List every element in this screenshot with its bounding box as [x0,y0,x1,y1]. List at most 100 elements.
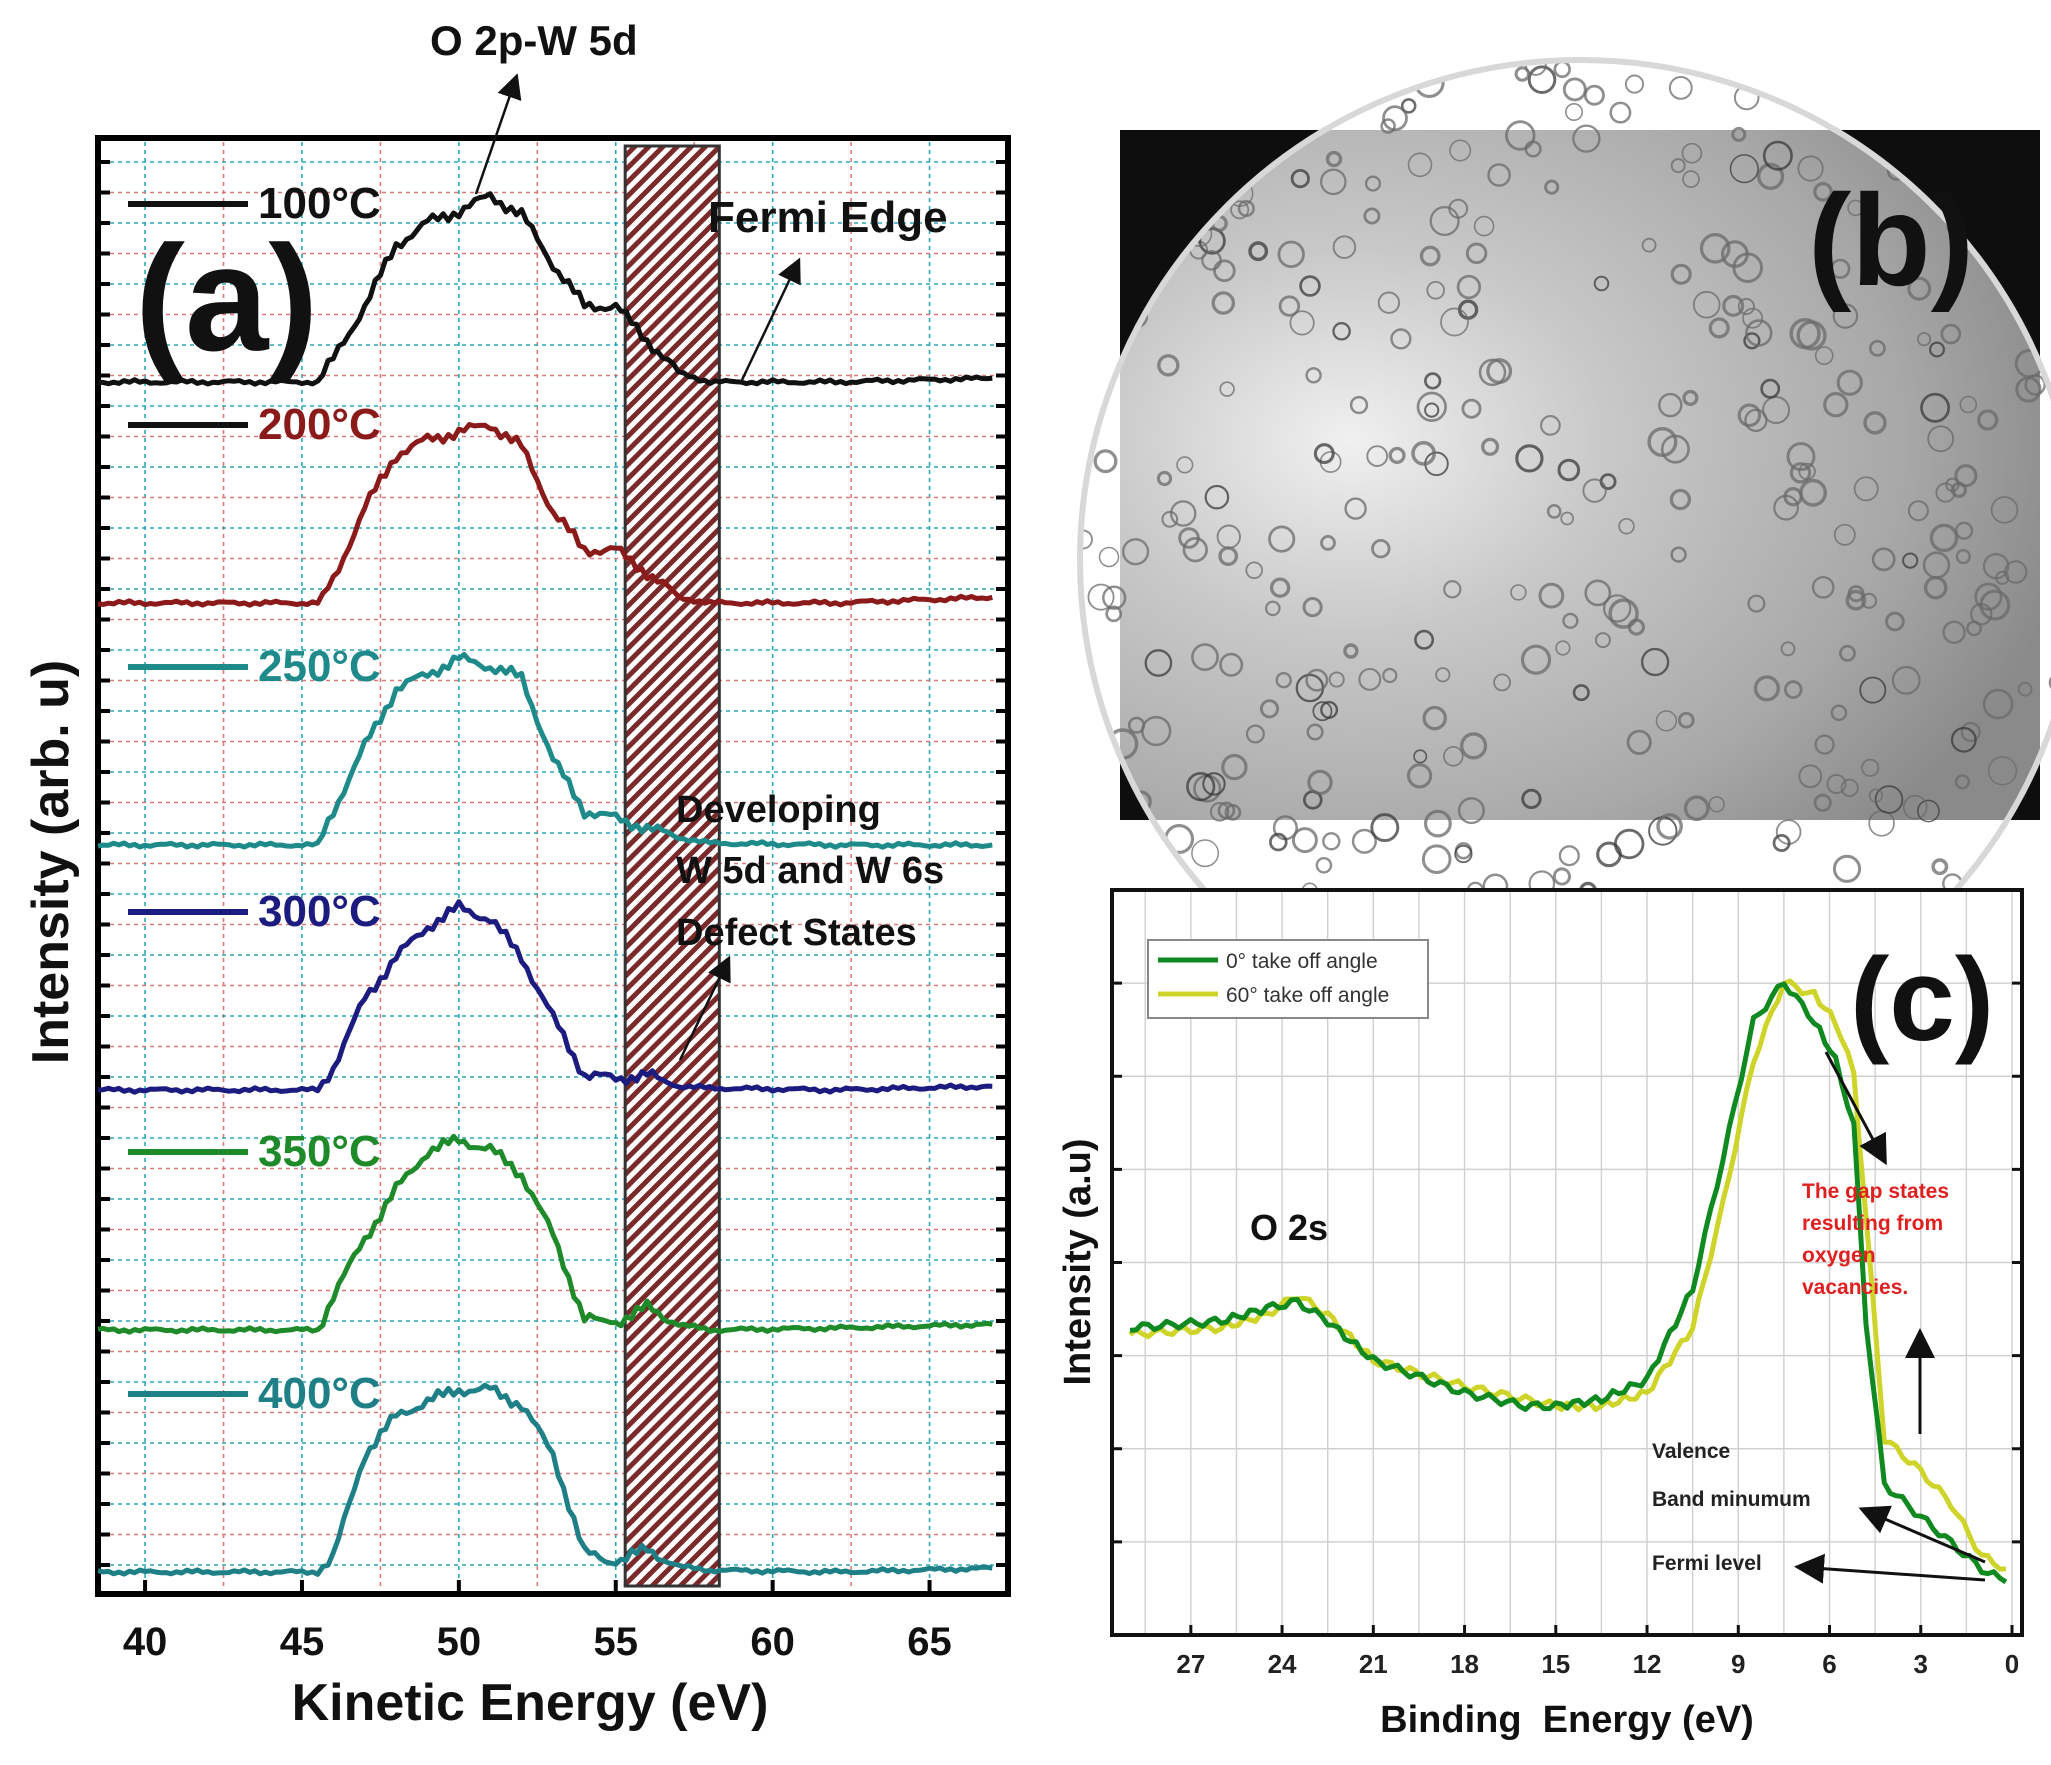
x-tick-label-9: 9 [1731,1649,1745,1679]
grain [1320,535,1336,551]
grain [1465,242,1488,265]
grain [1411,441,1436,466]
grain [2035,60,2051,79]
grain [1669,488,1692,511]
annotation-fermi: Fermi Edge [708,193,948,242]
grain [1454,844,1473,864]
grain [1799,478,1828,507]
grain [1868,788,1884,803]
grain [1190,61,1218,89]
panel-b: (b) [1077,57,2051,1063]
grain [1407,152,1433,178]
grain [2015,852,2037,873]
grain [1524,140,1542,158]
grain [1182,537,1208,563]
x-tick-label-18: 18 [1450,1649,1479,1679]
grain [1546,504,1562,519]
grain [1682,170,1700,188]
grain [1204,484,1230,510]
grain [1105,605,1123,623]
x-tick-label-12: 12 [1633,1649,1662,1679]
grain [1929,523,1959,553]
grain [1608,598,1639,629]
grain [1191,839,1220,868]
grain [1940,323,1962,345]
grain [1572,124,1601,153]
grain [1830,704,1848,722]
grain [1538,582,1565,609]
grain [1974,582,2003,611]
grain [1540,415,1561,436]
grain [1456,274,1482,300]
grain [1245,724,1265,744]
grain [1121,538,1150,566]
grain [1640,647,1670,677]
grain [1277,240,1305,269]
grain [1091,1046,1107,1060]
grain [1217,801,1236,820]
grain [1481,437,1500,456]
grain [1737,403,1762,428]
panel-a-x-ticks: 40 45 50 55 60 65 [123,1580,952,1664]
x-tick-label-6: 6 [1822,1649,1836,1679]
grain [1198,227,1226,255]
grain [1558,845,1580,867]
grain [1422,705,1447,731]
grain [2006,857,2033,884]
grain [1419,245,1441,267]
grain [1907,500,1929,522]
grain [1727,60,1742,75]
grain [1459,732,1488,760]
x-tick-label-50: 50 [437,1620,482,1664]
grain [1885,611,1905,632]
grain [1416,391,1447,422]
grain [1839,644,1856,662]
grain [1241,95,1271,125]
panel-a-series: 100°C 200°C 250°C 300°C 350°C 400°C [97,179,993,1577]
grain [1265,600,1281,617]
grain [1366,445,1389,467]
grain [1596,841,1622,868]
grain [1594,632,1611,649]
panel-c-legend: 0° take off angle 60° take off angle [1147,939,1429,1019]
grain [1868,339,1886,357]
legend-label-0deg: 0° take off angle [1226,950,1378,973]
grain [1814,734,1835,755]
grain [1859,62,1887,90]
panel-a-xlabel: Kinetic Energy (eV) [292,1674,769,1732]
grain [1747,594,1766,613]
grain [1668,76,1693,100]
panel-c-xlabel: Binding Energy (eV) [1380,1699,1754,1741]
grain [1149,104,1178,133]
grain [1969,603,1993,626]
grain [1737,297,1755,316]
grain [1927,425,1955,453]
grain [1344,497,1367,520]
grain [1742,307,1764,329]
grain [1349,395,1369,415]
grain [1655,710,1678,732]
grain [1169,500,1197,527]
panel-c-label: (c) [1850,934,1994,1066]
grain [1443,746,1464,767]
panel-a: 100°C 200°C 250°C 300°C 350°C 400°C 40 45 50 55 6… [22,17,1011,1732]
grain [1473,215,1495,237]
grain [1928,341,1945,358]
grain [1364,175,1382,192]
grain [1832,303,1859,329]
x-tick-label-0: 0 [2005,1649,2019,1679]
grain [1322,832,1341,851]
grain [1102,80,1133,111]
x-tick-label-24: 24 [1268,1649,1297,1679]
grain [1772,834,1791,853]
grain [1325,150,1343,168]
grain [1087,583,1115,611]
grain [1486,358,1513,385]
grain [1435,667,1451,683]
grain [1520,644,1552,675]
grain [1305,668,1329,692]
grain [1505,120,1536,151]
grain [1565,103,1584,122]
grain [1836,369,1863,396]
grain [2017,681,2033,697]
